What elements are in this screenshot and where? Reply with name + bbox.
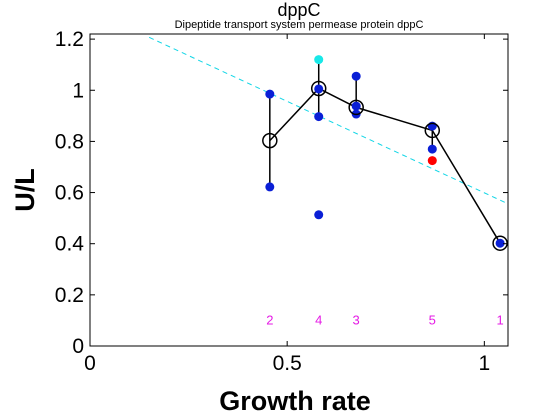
chart-title: dppC	[277, 0, 320, 20]
chart-subtitle: Dipeptide transport system permease prot…	[175, 19, 424, 31]
y-tick-label: 1.2	[55, 28, 84, 51]
data-point-cyan	[314, 55, 324, 65]
count-label: 5	[429, 312, 436, 327]
count-label: 1	[496, 312, 503, 327]
x-tick-label: 1	[478, 352, 490, 375]
trend-line-group	[148, 36, 509, 205]
points-group	[265, 55, 505, 248]
data-point	[314, 84, 324, 94]
mean-marker	[262, 132, 278, 149]
means-group	[262, 80, 508, 251]
x-ticks-group: 0 0.5 1	[84, 34, 490, 375]
data-point	[351, 101, 361, 111]
y-tick-label: 0.8	[55, 130, 84, 153]
x-tick-label: 0.5	[273, 352, 302, 375]
y-axis-title: U/L	[10, 168, 40, 212]
count-label: 2	[266, 312, 273, 327]
data-point	[314, 210, 324, 220]
data-point	[427, 144, 437, 154]
data-point	[351, 71, 361, 81]
plot-area	[89, 33, 509, 347]
mean-marker	[310, 80, 327, 97]
data-point-red	[427, 156, 437, 166]
y-tick-label: 0	[72, 335, 84, 358]
y-ticks-group: 0 0.2 0.4 0.6 0.8 1 1.2	[55, 28, 508, 358]
x-axis-title: Growth rate	[219, 386, 371, 416]
mean-marker	[492, 235, 508, 251]
count-labels-group: 2 4 3 5 1	[266, 312, 504, 327]
y-tick-label: 0.4	[55, 233, 85, 256]
mean-marker	[424, 122, 441, 139]
count-label: 3	[353, 312, 360, 327]
y-tick-label: 0.2	[55, 284, 84, 307]
x-tick-label: 0	[84, 352, 96, 375]
mean-marker	[348, 99, 364, 116]
data-point	[265, 89, 275, 99]
count-label: 4	[315, 312, 322, 327]
trend-line	[148, 36, 509, 205]
data-point	[265, 182, 275, 192]
y-tick-label: 1	[72, 79, 84, 102]
data-point	[314, 112, 324, 122]
y-tick-label: 0.6	[55, 182, 84, 205]
data-point	[495, 238, 505, 248]
